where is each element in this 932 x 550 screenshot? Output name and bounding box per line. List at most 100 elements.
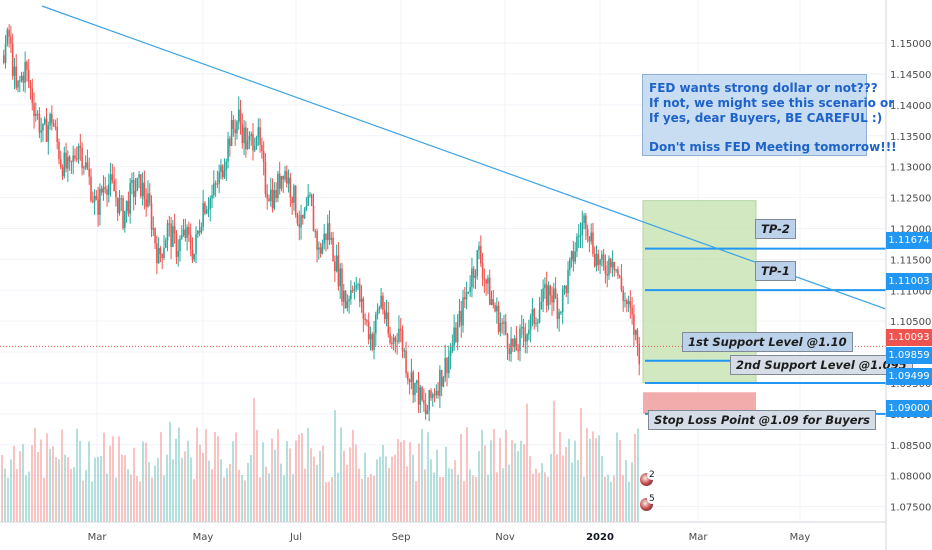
candle-body bbox=[259, 127, 261, 145]
fed-note-box[interactable]: FED wants strong dollar or not??? If not… bbox=[642, 74, 897, 156]
volume-bar bbox=[103, 432, 105, 522]
candle-body bbox=[47, 125, 50, 142]
candle-body bbox=[439, 370, 441, 396]
volume-bar bbox=[94, 457, 96, 522]
candle-body bbox=[497, 305, 500, 332]
volume-bar bbox=[115, 477, 117, 522]
stop-loss-label[interactable]: Stop Loss Point @1.09 for Buyers bbox=[648, 410, 877, 430]
candle-body bbox=[81, 147, 83, 168]
support-2-label[interactable]: 2nd Support Level @1.095 bbox=[730, 355, 913, 375]
candle-body bbox=[111, 174, 114, 181]
candle-body bbox=[412, 372, 414, 395]
volume-bar bbox=[79, 440, 81, 522]
price-tick-label: 1.11000 bbox=[890, 286, 931, 297]
volume-bar bbox=[475, 476, 477, 522]
candle-body bbox=[520, 326, 523, 329]
price-tick-label: 1.07500 bbox=[890, 503, 931, 514]
volume-bar bbox=[631, 462, 633, 522]
volume-bar bbox=[388, 467, 390, 522]
candle-body bbox=[161, 254, 163, 258]
volume-bar bbox=[169, 421, 171, 522]
volume-bar bbox=[205, 429, 207, 522]
volume-bar bbox=[532, 473, 534, 522]
candle-body bbox=[293, 185, 295, 203]
volume-bar bbox=[244, 480, 246, 522]
event-count-badge: 2 bbox=[647, 470, 657, 480]
candle-body bbox=[173, 226, 176, 234]
note-line-1: FED wants strong dollar or not??? bbox=[649, 81, 878, 95]
volume-bar bbox=[400, 441, 402, 522]
time-tick-label: May bbox=[790, 532, 811, 543]
volume-bar bbox=[232, 441, 234, 522]
volume-bar bbox=[436, 449, 438, 522]
target-zone bbox=[642, 200, 757, 384]
candle-body bbox=[508, 348, 511, 355]
volume-bar bbox=[628, 481, 630, 522]
candle-body bbox=[91, 200, 94, 202]
candle-body bbox=[268, 198, 270, 201]
volume-bar bbox=[391, 456, 393, 522]
candle-body bbox=[262, 151, 265, 163]
volume-bar bbox=[553, 400, 555, 522]
volume-bar bbox=[52, 446, 54, 522]
candle-body bbox=[216, 183, 219, 185]
tp2-label[interactable]: TP-2 bbox=[755, 219, 796, 239]
volume-bar bbox=[508, 464, 510, 522]
candle-body bbox=[485, 279, 487, 284]
tp1-label[interactable]: TP-1 bbox=[755, 261, 796, 281]
candle-body bbox=[269, 189, 272, 201]
volume-bar bbox=[154, 465, 156, 522]
candle-body bbox=[237, 109, 240, 122]
candle-body bbox=[10, 36, 12, 44]
volume-bar bbox=[313, 456, 315, 522]
volume-bar bbox=[193, 479, 195, 522]
candle-body bbox=[581, 222, 584, 236]
axis-tag-stop-loss: 1.09000 bbox=[886, 400, 932, 417]
volume-bar bbox=[238, 469, 240, 522]
candle-body bbox=[586, 228, 589, 237]
candle-body bbox=[609, 258, 612, 268]
volume-bar bbox=[121, 454, 123, 522]
candle-body bbox=[465, 291, 468, 300]
candle-body bbox=[449, 350, 452, 357]
candle-body bbox=[253, 146, 256, 151]
candle-body bbox=[608, 258, 610, 276]
candle-body bbox=[577, 235, 580, 237]
candle-body bbox=[353, 288, 356, 291]
candle-body bbox=[221, 165, 224, 178]
volume-bar bbox=[31, 445, 33, 522]
candle-body bbox=[205, 209, 208, 214]
candle-body bbox=[613, 262, 616, 271]
candle-body bbox=[561, 288, 564, 313]
candle-body bbox=[622, 290, 625, 301]
candle-body bbox=[166, 223, 169, 241]
volume-bar bbox=[574, 440, 576, 522]
time-tick-label: 2020 bbox=[586, 532, 614, 543]
volume-bar bbox=[109, 445, 111, 522]
candle-body bbox=[280, 175, 283, 189]
volume-bar bbox=[544, 472, 546, 522]
candle-body bbox=[535, 323, 537, 325]
candle-body bbox=[294, 185, 297, 215]
volume-bar bbox=[430, 459, 432, 522]
volume-bar bbox=[538, 472, 540, 522]
candle-body bbox=[376, 309, 379, 315]
support-1-label[interactable]: 1st Support Level @1.10 bbox=[682, 332, 853, 352]
volume-bar bbox=[457, 474, 459, 522]
candle-body bbox=[419, 387, 422, 405]
volume-bar bbox=[307, 427, 309, 522]
volume-bar bbox=[319, 450, 321, 522]
candle-body bbox=[170, 223, 172, 247]
volume-bar bbox=[463, 481, 465, 522]
volume-bar bbox=[442, 477, 444, 522]
candle-body bbox=[296, 214, 299, 224]
candle-body bbox=[261, 144, 263, 152]
candle-body bbox=[430, 390, 432, 399]
candle-body bbox=[556, 297, 559, 319]
candle-body bbox=[200, 226, 203, 233]
candle-body bbox=[164, 240, 167, 248]
candle-body bbox=[501, 322, 503, 324]
candle-body bbox=[415, 380, 418, 384]
volume-bar bbox=[175, 438, 177, 522]
